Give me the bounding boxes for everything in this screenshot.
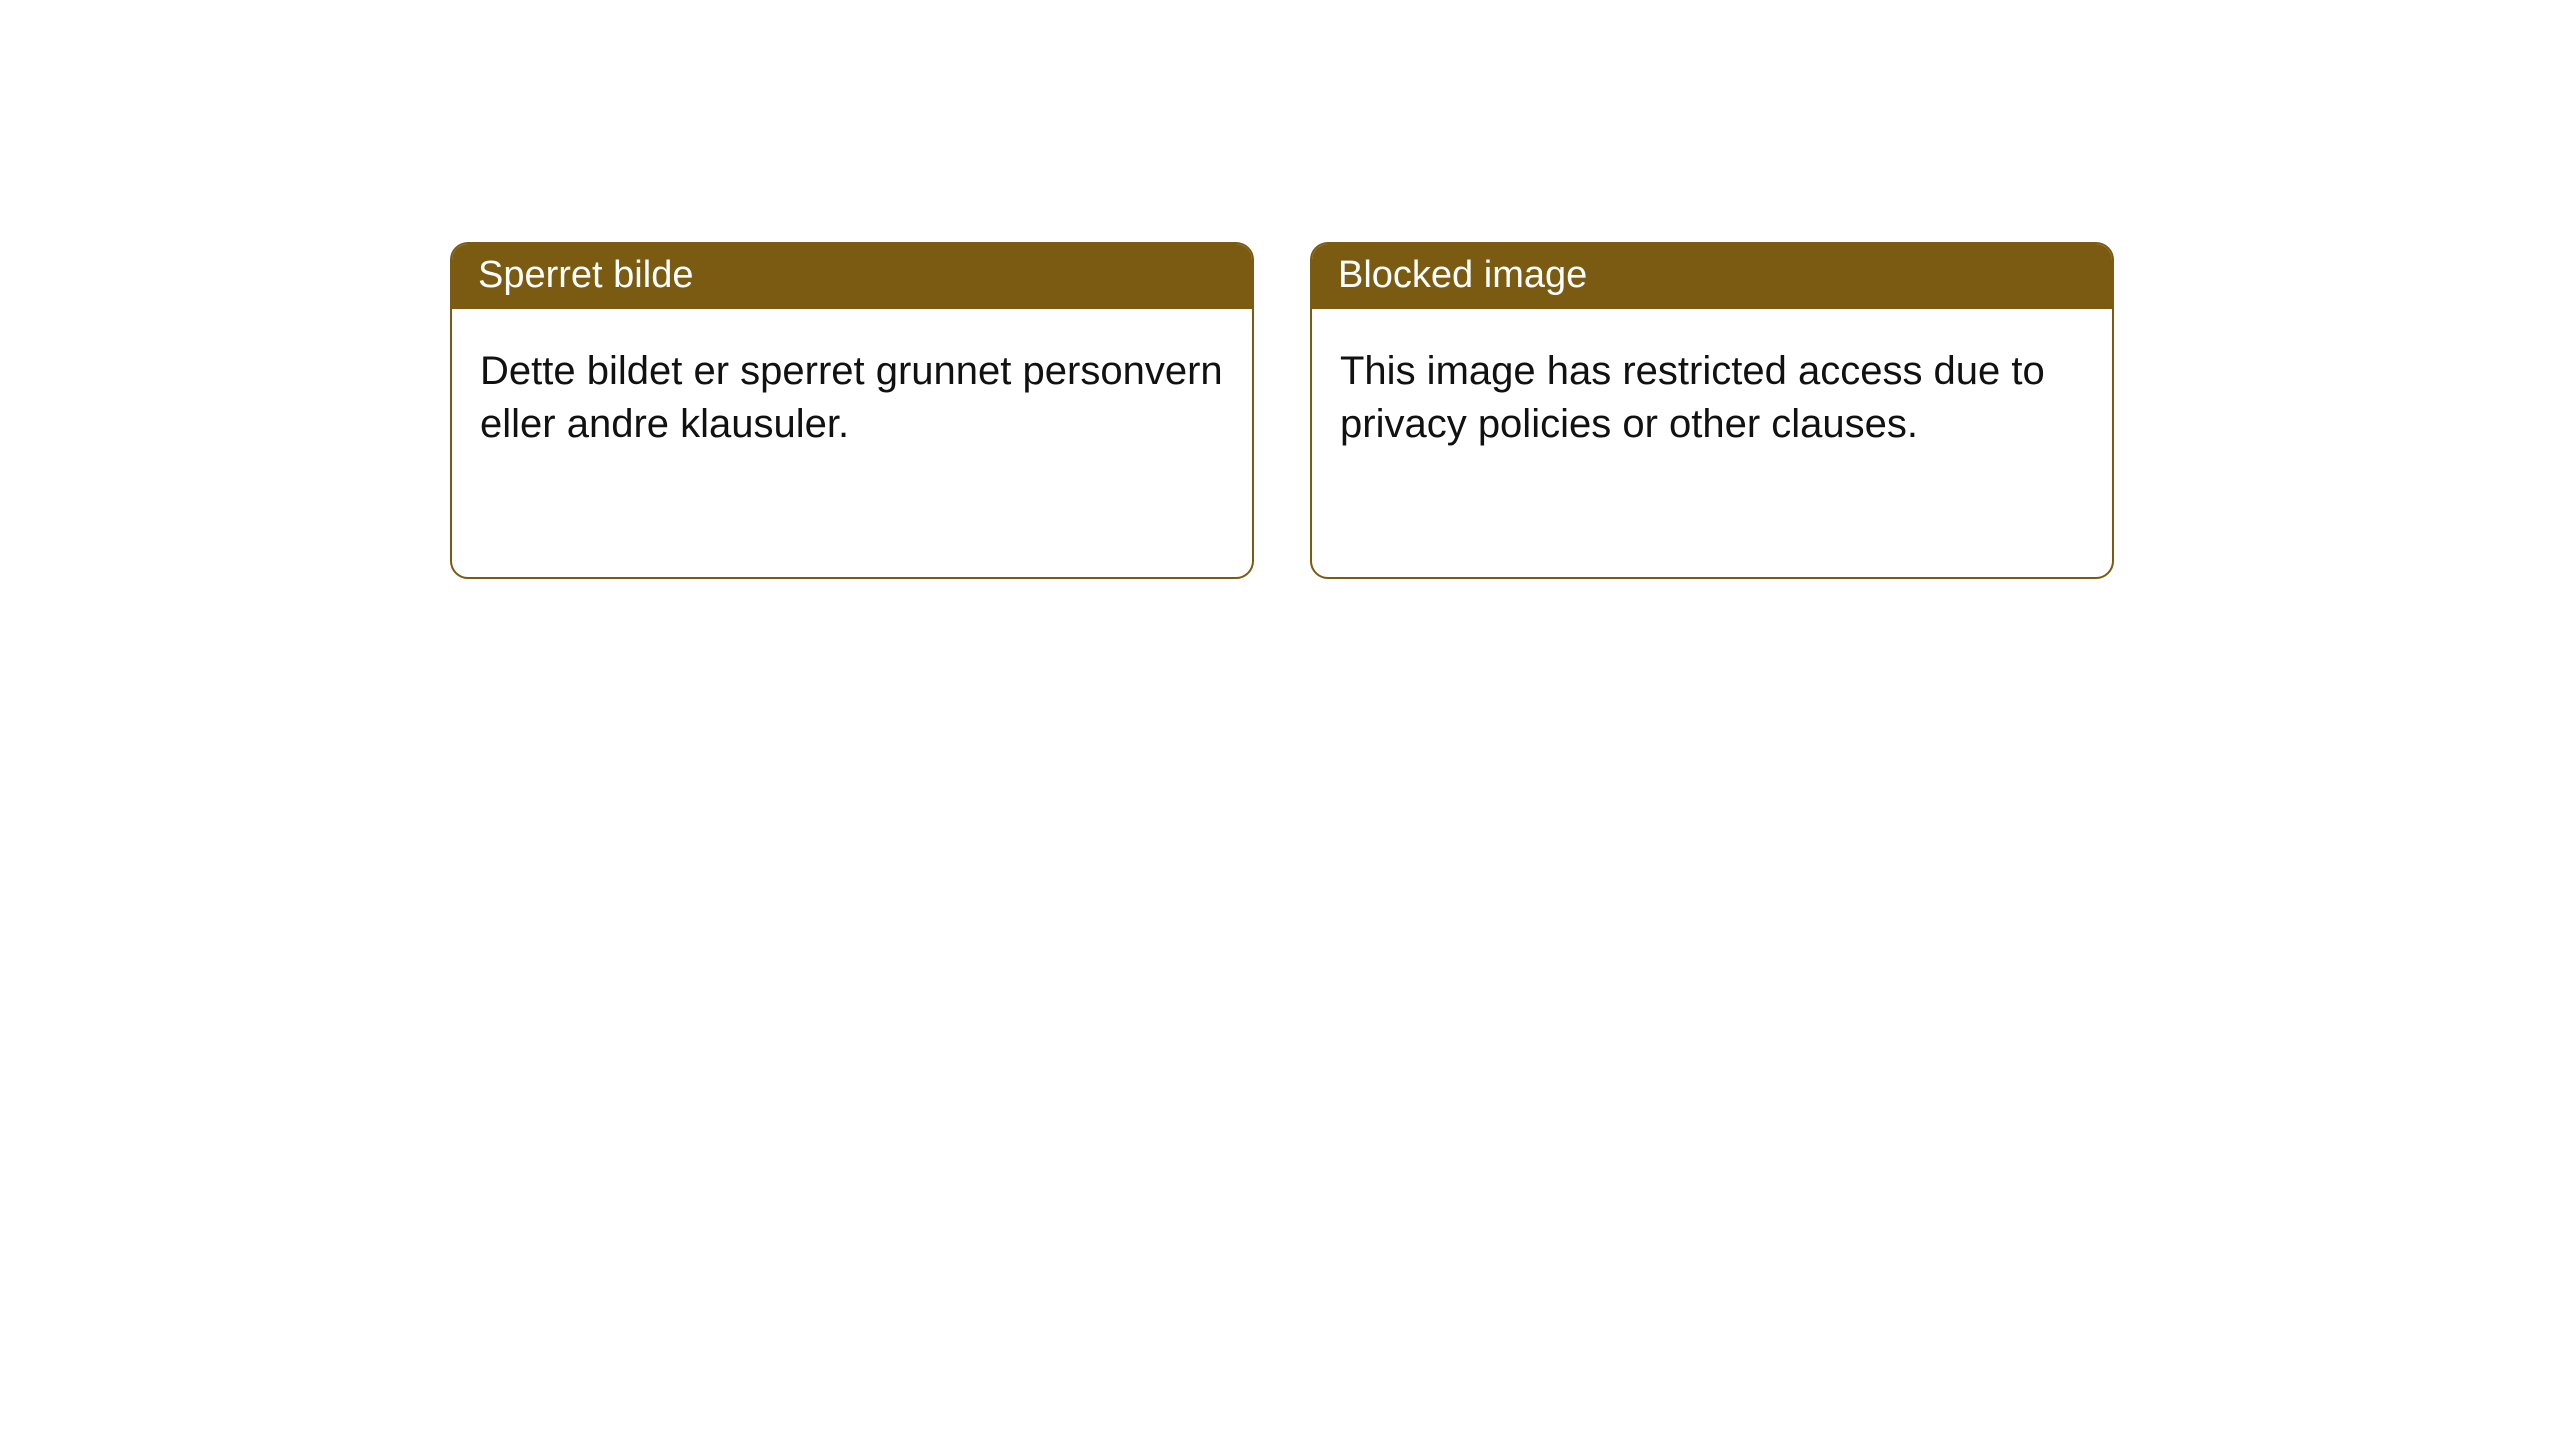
notice-title: Blocked image — [1312, 244, 2112, 309]
notice-body: Dette bildet er sperret grunnet personve… — [452, 309, 1252, 577]
notice-title: Sperret bilde — [452, 244, 1252, 309]
notice-card-norwegian: Sperret bilde Dette bildet er sperret gr… — [450, 242, 1254, 579]
notice-body: This image has restricted access due to … — [1312, 309, 2112, 577]
notice-card-english: Blocked image This image has restricted … — [1310, 242, 2114, 579]
notice-container: Sperret bilde Dette bildet er sperret gr… — [0, 0, 2560, 579]
